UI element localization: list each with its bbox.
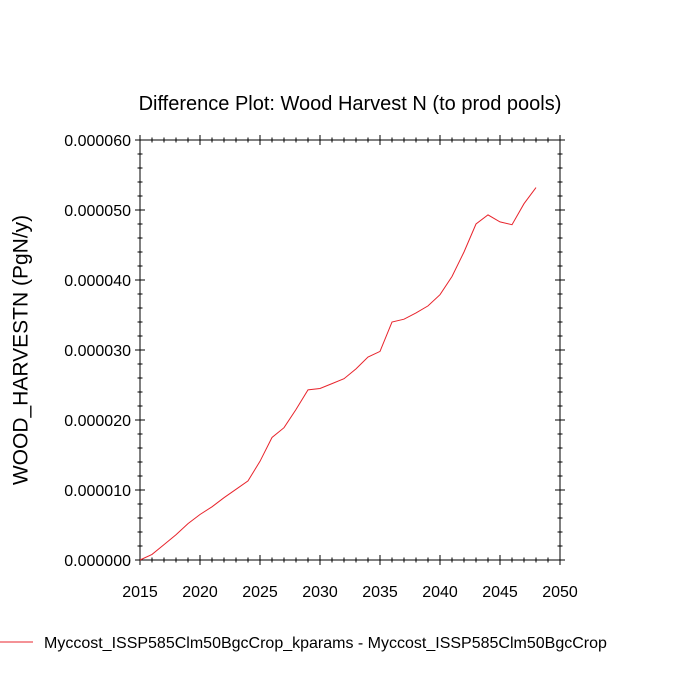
y-tick-label: 0.000000: [64, 553, 131, 570]
y-tick-label: 0.000040: [64, 273, 131, 290]
plot-border: [139, 139, 561, 561]
x-tick-label: 2015: [122, 584, 158, 601]
x-tick-label: 2040: [422, 584, 458, 601]
y-tick-label: 0.000050: [64, 203, 131, 220]
plot-frame: [139, 139, 561, 561]
x-tick-label: 2050: [542, 584, 578, 601]
x-axis: 2015 2020 2025 2030 2035 2040 2045 2050: [122, 135, 578, 601]
series-layer: [139, 187, 537, 561]
y-tick-label: 0.000010: [64, 483, 131, 500]
x-tick-label: 2025: [242, 584, 278, 601]
y-tick-label: 0.000030: [64, 343, 131, 360]
legend-entry: Myccost_ISSP585Clm50BgcCrop_kparams - My…: [44, 635, 607, 652]
legend: Myccost_ISSP585Clm50BgcCrop_kparams - My…: [0, 635, 607, 652]
y-tick-label: 0.000020: [64, 413, 131, 430]
x-tick-label: 2035: [362, 584, 398, 601]
y-axis-label: WOOD_HARVESTN (PgN/y): [9, 215, 32, 485]
series-line: [139, 187, 537, 561]
x-tick-label: 2020: [182, 584, 218, 601]
y-tick-label: 0.000060: [64, 133, 131, 150]
y-axis: 0.000000 0.000010 0.000020 0.000030 0.000040…: [64, 133, 565, 570]
x-tick-label: 2045: [482, 584, 518, 601]
chart-title: Difference Plot: Wood Harvest N (to prod…: [139, 93, 562, 115]
x-tick-label: 2030: [302, 584, 338, 601]
